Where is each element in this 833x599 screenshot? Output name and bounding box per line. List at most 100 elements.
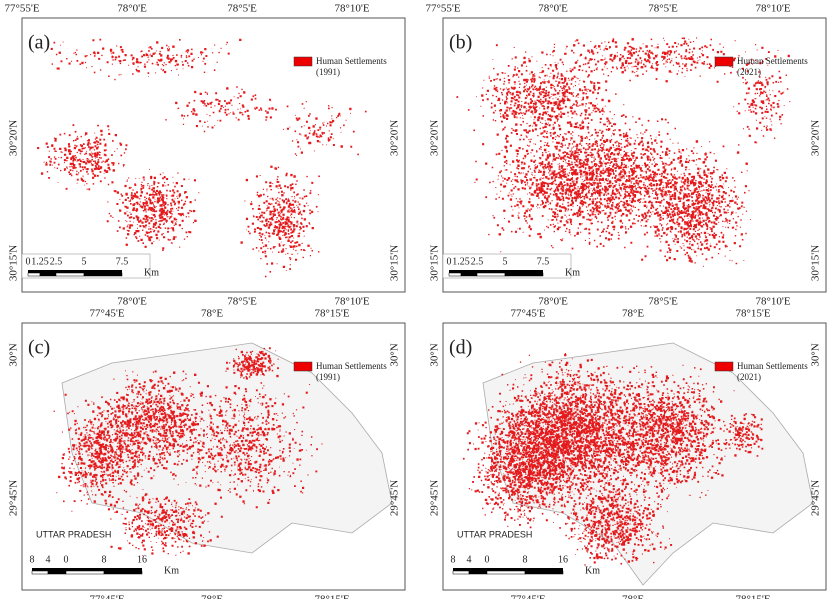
top-tick-label: 77°45'E [89,308,124,320]
right-tick-label: 29°45'N [810,480,822,516]
scale-segment [525,571,563,574]
bottom-tick-label: 77°45'E [510,594,545,599]
scale-segment [449,270,461,273]
scale-segment [477,273,505,276]
top-tick-label: 78°0'E [117,3,147,15]
scale-segment [66,568,104,571]
panel-label: (c) [28,337,50,359]
scale-label: Km [144,267,159,278]
scale-label: 16 [558,554,568,565]
right-tick-label: 30°15'N [389,245,401,281]
legend-text: Human Settlements [737,56,808,66]
scale-segment [461,273,477,276]
scale-segment [461,270,477,273]
bottom-tick-label: 78°10'E [334,296,369,308]
legend-text: (1991) [316,67,340,77]
scale-segment [469,568,487,571]
left-tick-label: 30°15'N [8,245,20,281]
bottom-tick-label: 78°5'E [227,296,257,308]
region-label: UTTAR PRADESH [457,529,532,539]
left-tick-label: 29°45'N [429,480,441,516]
right-tick-label: 29°45'N [389,480,401,516]
bottom-tick-label: 78°0'E [538,296,568,308]
left-tick-label: 30°N [429,343,441,366]
legend-text: (2021) [737,67,761,77]
bottom-tick-label: 78°15'E [314,594,349,599]
scale-segment [40,273,56,276]
scale-label: 8 [523,554,528,565]
scale-label: 0 [485,554,490,565]
right-tick-label: 30°N [389,343,401,366]
bottom-tick-label: 78°10'E [755,296,790,308]
region-label: UTTAR PRADESH [36,529,111,539]
top-tick-label: 78°10'E [755,3,790,15]
left-tick-label: 29°45'N [8,480,20,516]
top-tick-label: 77°55'E [4,3,39,15]
scale-segment [453,571,469,574]
scale-segment [453,568,469,571]
legend-text: Human Settlements [316,361,387,371]
right-tick-label: 30°N [810,343,822,366]
scale-segment [56,273,84,276]
left-tick-label: 30°20'N [8,120,20,156]
scale-bar: 01.252.557.5Km [22,254,159,278]
panel-label: (b) [449,32,472,54]
scale-label: 7.5 [537,256,550,267]
panel-label: (a) [28,32,50,54]
scale-segment [66,571,104,574]
scale-label: 8 [102,554,107,565]
top-tick-label: 78°E [201,308,223,320]
scale-label: 5 [82,256,87,267]
scale-segment [40,270,56,273]
scale-label: 8 [30,554,35,565]
right-tick-label: 30°15'N [810,245,822,281]
scale-label: 0 [26,256,31,267]
map-panel: (c) Human Settlements(1991) 77°45'E 78°E 78°… [8,308,405,599]
scale-label: 1.25 [452,256,470,267]
scale-label: 2.5 [471,256,484,267]
top-tick-label: 77°45'E [510,308,545,320]
top-tick-label: 78°0'E [538,3,568,15]
top-tick-label: 78°15'E [314,308,349,320]
scale-label: 4 [467,554,472,565]
scale-label: 1.25 [31,256,49,267]
scale-label: Km [565,267,580,278]
left-tick-label: 30°15'N [429,245,441,281]
scale-segment [48,568,66,571]
bottom-tick-label: 77°45'E [89,594,124,599]
scale-label: 5 [503,256,508,267]
scale-label: 0 [64,554,69,565]
legend-text: Human Settlements [737,361,808,371]
scale-label: 0 [447,256,452,267]
scale-segment [104,571,142,574]
scale-segment [104,568,142,571]
panel-label: (d) [449,337,472,359]
scale-label: 8 [451,554,456,565]
scale-label: 16 [137,554,147,565]
right-tick-label: 30°20'N [389,120,401,156]
legend-text: (1991) [316,372,340,382]
bottom-tick-label: 78°15'E [735,594,770,599]
scale-segment [487,571,525,574]
scale-segment [48,571,66,574]
scale-segment [469,571,487,574]
bottom-tick-label: 78°E [622,594,644,599]
scale-segment [56,270,84,273]
legend-swatch [294,57,312,66]
scale-segment [505,273,543,276]
scale-segment [487,568,525,571]
scale-segment [449,273,461,276]
scale-segment [525,568,563,571]
scale-label: Km [164,565,179,576]
scale-label: 7.5 [116,256,129,267]
scale-label: 4 [46,554,51,565]
top-tick-label: 78°15'E [735,308,770,320]
scale-segment [84,273,122,276]
legend-swatch [715,57,733,66]
scale-segment [28,273,40,276]
scale-segment [477,270,505,273]
